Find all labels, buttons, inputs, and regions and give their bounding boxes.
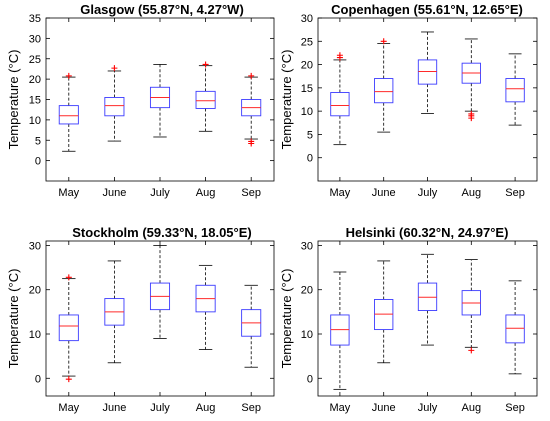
chart-title: Helsinki (60.32°N, 24.97°E) (346, 225, 509, 240)
y-tick-label: 20 (301, 285, 313, 297)
iqr-box (58, 105, 79, 125)
box-aug (461, 259, 481, 354)
y-tick-label: 25 (301, 36, 313, 48)
y-axis-label: Temperature (°C) (6, 50, 21, 150)
y-tick-label: 20 (301, 60, 313, 72)
y-tick-label: 20 (29, 74, 41, 86)
box-may (58, 72, 79, 152)
outlier-marker (248, 72, 255, 79)
box-may (330, 271, 350, 390)
box-july (149, 64, 171, 138)
outlier-marker (65, 274, 72, 281)
y-tick-label: 0 (307, 153, 313, 165)
box-june (374, 38, 394, 133)
chart-panel-3: Stockholm (59.33°N, 18.05°E) 0 10 20 30 Tempe… (6, 225, 275, 414)
x-tick-label: June (372, 187, 396, 199)
outlier-marker (65, 376, 72, 383)
box-july (417, 253, 438, 346)
x-tick-label: July (418, 187, 438, 199)
box-june (104, 65, 125, 142)
x-tick-label: Sep (241, 402, 261, 414)
outlier-marker (468, 347, 475, 354)
y-tick-label: 5 (35, 135, 41, 147)
outlier-marker (248, 138, 255, 145)
box-july (417, 31, 438, 114)
plot-area-frame (45, 17, 275, 182)
x-tick-label: June (372, 402, 396, 414)
outlier-marker (202, 61, 209, 68)
iqr-box (505, 78, 525, 103)
x-tick-label: Aug (196, 402, 216, 414)
x-tick-label: May (58, 402, 79, 414)
chart-panel-2: Copenhagen (55.61°N, 12.65°E) 0 5 10 15 20 25 3… (279, 2, 538, 199)
y-tick-label: 0 (35, 156, 41, 168)
chart-title: Copenhagen (55.61°N, 12.65°E) (331, 2, 523, 17)
x-tick-label: Aug (196, 187, 216, 199)
x-tick-label: June (102, 187, 126, 199)
iqr-box (374, 78, 394, 104)
x-tick-label: Aug (462, 187, 482, 199)
y-tick-label: 5 (307, 129, 313, 141)
box-may (330, 52, 350, 146)
y-tick-label: 30 (301, 240, 313, 252)
iqr-box (195, 90, 216, 109)
box-sep (505, 53, 525, 126)
box-june (104, 260, 125, 364)
y-tick-label: 15 (301, 83, 313, 95)
outlier-marker (65, 72, 72, 79)
x-tick-label: May (330, 402, 351, 414)
x-tick-label: May (58, 187, 79, 199)
iqr-box (330, 92, 350, 117)
outlier-marker (111, 65, 118, 72)
y-tick-label: 35 (29, 13, 41, 25)
x-tick-label: July (150, 402, 170, 414)
y-tick-label: 10 (29, 329, 41, 341)
y-tick-label: 0 (35, 373, 41, 385)
outlier-marker (468, 110, 475, 117)
iqr-box (505, 314, 525, 344)
y-tick-label: 20 (29, 285, 41, 297)
y-tick-label: 15 (29, 95, 41, 107)
y-tick-label: 10 (301, 106, 313, 118)
plot-area-frame (45, 240, 275, 397)
x-tick-label: Sep (505, 187, 525, 199)
box-aug (195, 61, 216, 132)
x-tick-label: July (150, 187, 170, 199)
box-sep (241, 284, 262, 368)
box-aug (195, 264, 216, 350)
y-axis-label: Temperature (°C) (6, 269, 21, 369)
y-axis-label: Temperature (°C) (279, 269, 294, 369)
box-sep (505, 280, 525, 375)
box-may (58, 274, 79, 383)
chart-panel-1: Glasgow (55.87°N, 4.27°W) 0 5 10 15 20 25 30 35 T… (6, 2, 275, 199)
chart-title: Glasgow (55.87°N, 4.27°W) (80, 2, 244, 17)
x-tick-label: Aug (462, 402, 482, 414)
iqr-box (104, 97, 125, 117)
outlier-marker (336, 52, 343, 59)
y-axis-label: Temperature (°C) (279, 50, 294, 150)
x-tick-label: May (330, 187, 351, 199)
y-tick-label: 10 (301, 329, 313, 341)
x-tick-label: June (102, 402, 126, 414)
x-tick-label: Sep (241, 187, 261, 199)
y-tick-label: 30 (29, 240, 41, 252)
y-tick-label: 0 (307, 373, 313, 385)
box-july (149, 245, 171, 339)
y-tick-label: 30 (29, 33, 41, 45)
chart-title: Stockholm (59.33°N, 18.05°E) (72, 225, 251, 240)
y-tick-label: 25 (29, 54, 41, 66)
box-sep (241, 72, 262, 147)
outlier-marker (380, 38, 387, 45)
y-tick-label: 10 (29, 115, 41, 127)
chart-panel-4: Helsinki (60.32°N, 24.97°E) 0 10 20 30 Temper… (279, 225, 538, 414)
box-aug (461, 38, 481, 122)
x-tick-label: Sep (505, 402, 525, 414)
iqr-box (58, 314, 79, 342)
box-june (374, 260, 394, 364)
x-tick-label: July (418, 402, 438, 414)
y-tick-label: 30 (301, 13, 313, 25)
